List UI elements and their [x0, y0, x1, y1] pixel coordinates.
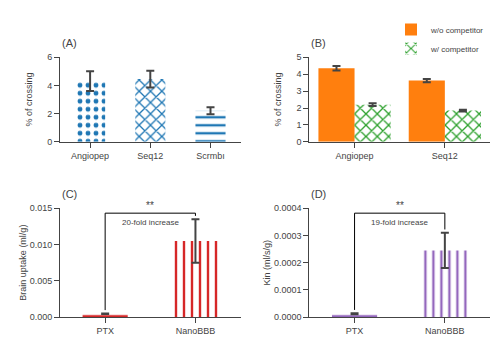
svg-text:0.0004: 0.0004: [274, 203, 302, 213]
svg-text:Seq12: Seq12: [432, 151, 458, 161]
svg-text:NanoBBB: NanoBBB: [176, 326, 216, 336]
svg-text:0.0003: 0.0003: [274, 231, 302, 241]
svg-text:PTX: PTX: [96, 326, 114, 336]
svg-text:(A): (A): [62, 37, 77, 49]
svg-text:Kin (ml/s/g): Kin (ml/s/g): [262, 240, 272, 286]
svg-text:(C): (C): [62, 188, 77, 200]
svg-text:0.000: 0.000: [30, 312, 53, 322]
svg-text:19-fold increase: 19-fold increase: [371, 218, 428, 227]
svg-text:6: 6: [47, 52, 52, 62]
svg-text:4: 4: [47, 81, 52, 91]
svg-text:(D): (D): [311, 188, 326, 200]
svg-text:2: 2: [47, 109, 52, 119]
svg-text:5: 5: [297, 52, 302, 62]
svg-text:0.0000: 0.0000: [274, 312, 302, 322]
svg-text:Angiopep: Angiopep: [336, 151, 374, 161]
svg-text:PTX: PTX: [346, 326, 364, 336]
svg-text:3: 3: [297, 86, 302, 96]
svg-text:0: 0: [47, 137, 52, 147]
svg-text:20-fold increase: 20-fold increase: [122, 218, 179, 227]
svg-text:0.015: 0.015: [30, 203, 53, 213]
svg-text:w/ competitor: w/ competitor: [430, 45, 479, 54]
svg-text:2: 2: [297, 103, 302, 113]
svg-text:% of crossing: % of crossing: [24, 73, 34, 127]
svg-text:% of crossing: % of crossing: [273, 73, 283, 127]
svg-text:0.0002: 0.0002: [274, 258, 302, 268]
svg-text:Brain uptake (ml/g): Brain uptake (ml/g): [18, 225, 28, 301]
svg-text:NanoBBB: NanoBBB: [425, 326, 465, 336]
svg-text:Seq12: Seq12: [137, 151, 163, 161]
svg-text:0.0001: 0.0001: [274, 285, 302, 295]
svg-text:1: 1: [297, 120, 302, 130]
svg-text:0: 0: [297, 137, 302, 147]
svg-text:0.005: 0.005: [30, 276, 53, 286]
svg-text:**: **: [396, 200, 404, 211]
svg-text:4: 4: [297, 69, 302, 79]
svg-text:Angiopep: Angiopep: [71, 151, 109, 161]
svg-text:w/o competitor: w/o competitor: [430, 26, 483, 35]
svg-text:(B): (B): [311, 37, 326, 49]
svg-text:**: **: [146, 200, 154, 211]
svg-text:0.010: 0.010: [30, 240, 53, 250]
svg-text:Scrmbı: Scrmbı: [196, 151, 225, 161]
